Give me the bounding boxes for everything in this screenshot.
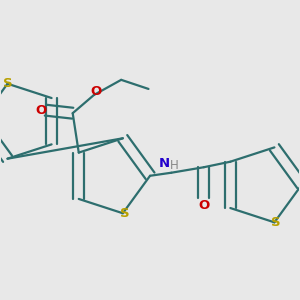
Text: O: O xyxy=(35,104,46,117)
Text: S: S xyxy=(3,77,12,90)
Text: N: N xyxy=(159,157,170,170)
Text: S: S xyxy=(271,216,281,229)
Text: S: S xyxy=(119,207,129,220)
Text: H: H xyxy=(170,159,179,172)
Text: O: O xyxy=(91,85,102,98)
Text: O: O xyxy=(198,199,209,212)
